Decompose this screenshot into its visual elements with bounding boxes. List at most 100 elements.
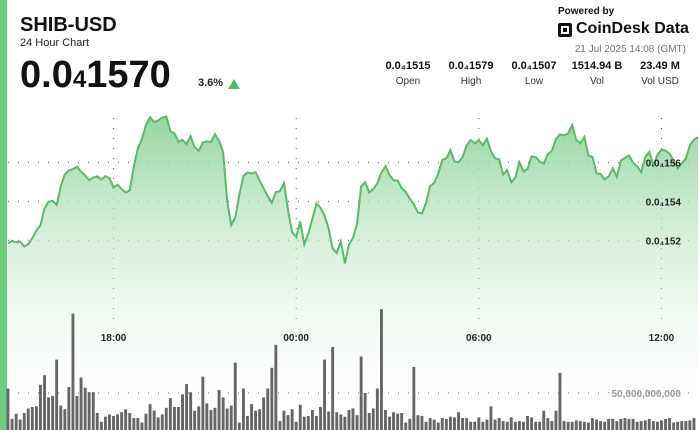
volume-bar [440,418,444,430]
volume-bar [501,421,505,430]
volume-bar [140,422,144,430]
stat-label: Low [524,76,544,87]
volume-bar [631,418,635,430]
volume-bar [526,415,529,430]
volume-bar [587,422,590,430]
volume-bar [323,359,326,430]
volume-bar [160,414,164,430]
volume-bar [375,388,379,430]
volume-bar [380,309,383,430]
stat-value: 23.49 M [640,60,680,72]
powered-by-label: Powered by [558,6,615,17]
volume-bar [489,406,493,430]
volume-bar [363,392,367,430]
accent-bar [0,0,7,430]
volume-bar [278,421,282,430]
volume-bar [306,415,310,430]
volume-bar [534,421,538,430]
stat-vol-usd: 23.49 M Vol USD [625,60,695,87]
volume-bar [197,406,201,430]
volume-bar [132,418,136,430]
volume-bar [311,410,314,430]
volume-bar [177,407,180,430]
volume-bar [43,375,46,430]
volume-bar [453,417,456,430]
volume-bar [116,414,119,430]
volume-bar [639,421,643,430]
volume-bar [262,397,266,430]
time-tick-label: 00:00 [283,333,309,344]
volume-bar [485,419,489,430]
stat-value: 0.0₄1579 [448,60,494,72]
volume-bar [290,409,294,430]
volume-bar [513,421,517,430]
volume-bar [120,412,124,430]
volume-bar [408,418,412,430]
volume-bar [518,421,521,430]
brand-name: CoinDesk Data [576,20,689,37]
volume-bar [384,410,387,430]
volume-bar [59,405,63,430]
volume-bar [282,410,286,430]
current-price: 0.041570 [20,52,171,103]
volume-bar [412,367,416,430]
volume-bar [651,421,655,430]
volume-bar [432,419,436,430]
volume-bar [672,422,676,430]
volume-bar [181,394,184,430]
volume-bar [10,418,14,430]
volume-bar [457,412,460,430]
volume-bar [233,362,237,430]
volume-bar [51,395,55,430]
volume-bar [371,408,375,430]
stat-low: 0.0₄1507 Low [499,60,569,87]
volume-bar [209,410,213,430]
volume-bar [692,418,696,430]
volume-bar [144,413,148,430]
volume-bar [424,421,428,430]
volume-bar [599,421,602,430]
volume-bar [298,404,302,430]
volume-bar [225,408,229,430]
volume-bar [656,421,659,430]
volume-bar [294,421,298,430]
volume-bar [660,420,663,430]
volume-bar [164,407,168,430]
stat-vol: 1514.94 B Vol [562,60,632,87]
stat-high: 0.0₄1579 High [436,60,506,87]
volume-bar [30,407,34,430]
volume-bar [554,410,558,430]
volume-bar [185,384,188,430]
stat-value: 1514.94 B [571,60,623,72]
volume-bar [396,413,400,430]
volume-bar [388,416,391,430]
volume-bar [83,387,87,430]
volume-bar [327,411,331,430]
volume-bar [688,420,692,430]
price-tick-label: 0.0₄152 [646,236,682,247]
volume-bar [95,413,99,430]
volume-bar [35,406,38,430]
volume-bar [221,397,225,430]
volume-bar [229,405,233,430]
volume-bar [205,403,209,430]
volume-bar [611,418,615,430]
volume-bar [47,397,50,430]
volume-bar [574,420,578,430]
volume-bar [79,377,83,430]
volume-bar [461,418,464,430]
volume-bar [319,407,322,430]
stat-label: Vol USD [641,76,679,87]
volume-bar [347,410,351,430]
volume-bar [469,421,473,430]
volume-bar [39,384,42,430]
time-tick-label: 18:00 [101,333,127,344]
volume-bar [392,412,395,430]
volume-bar [152,410,156,430]
volume-bar [270,367,274,430]
volume-bar [6,388,10,430]
volume-bar [75,395,79,430]
stat-value: 0.0₄1507 [511,60,557,72]
volume-bar [481,421,485,430]
